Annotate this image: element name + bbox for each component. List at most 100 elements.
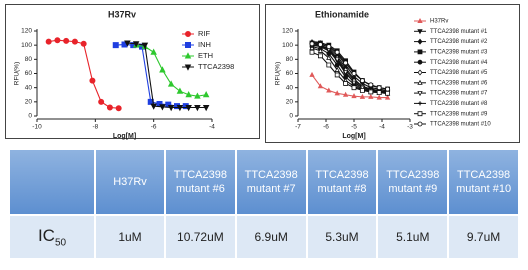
marker <box>334 90 340 96</box>
marker <box>309 71 315 77</box>
marker <box>342 91 349 97</box>
legend-label: TTCA2398 mutant #7 <box>430 91 488 97</box>
marker <box>194 105 201 112</box>
x-tick-label: -5 <box>351 124 357 131</box>
legend-label: RIF <box>198 29 211 38</box>
legend-label: TTCA2398 mutant #3 <box>430 49 488 55</box>
series-line <box>311 43 388 90</box>
series-line <box>311 43 388 93</box>
y-axis-label: RFU(%) <box>14 62 21 85</box>
series-line <box>311 44 388 93</box>
legend-label: TTCA2398 <box>198 62 234 71</box>
marker <box>194 92 201 99</box>
marker <box>334 62 340 68</box>
marker <box>112 42 119 49</box>
marker <box>326 54 332 60</box>
header-cell: TTCA2398 mutant #7 <box>236 150 306 214</box>
legend-marker <box>417 91 423 97</box>
x-tick-label: -4 <box>209 124 215 131</box>
x-tick-label: -4 <box>379 124 385 131</box>
y-tick-label: 60 <box>286 70 294 77</box>
y-tick-label: 20 <box>286 99 294 106</box>
marker <box>150 48 157 55</box>
marker <box>384 94 391 100</box>
value-row: IC50 1uM 10.72uM 6.9uM 5.3uM 5.1uM 9.7uM <box>10 216 518 258</box>
header-cell: TTCA2398 mutant #6 <box>166 150 235 214</box>
marker <box>351 85 357 91</box>
marker <box>342 70 349 76</box>
marker <box>334 66 340 72</box>
marker <box>54 37 61 44</box>
row-label: IC50 <box>10 216 94 258</box>
legend-marker <box>417 29 423 35</box>
legend-label: TTCA2398 mutant #6 <box>430 80 488 86</box>
marker <box>376 90 382 96</box>
x-tick-label: -10 <box>32 124 42 131</box>
legend-marker <box>184 30 191 37</box>
marker <box>317 47 324 53</box>
marker <box>351 93 357 99</box>
value-cell: 1uM <box>96 216 164 258</box>
marker <box>317 42 323 47</box>
marker <box>124 40 131 47</box>
y-tick-label: 0 <box>289 113 293 120</box>
marker <box>159 66 166 73</box>
marker <box>385 86 391 92</box>
marker <box>115 105 122 112</box>
marker <box>159 104 166 111</box>
panel-frame <box>265 4 520 143</box>
value-cell: 6.9uM <box>236 216 306 258</box>
marker <box>106 104 113 111</box>
legend-label: H37Rv <box>430 19 448 25</box>
legend-label: ETH <box>198 51 213 60</box>
marker <box>80 40 87 47</box>
legend-marker <box>417 49 423 55</box>
marker <box>63 37 70 44</box>
legend-marker <box>185 42 191 48</box>
y-tick-label: 40 <box>25 84 33 91</box>
header-row: H37Rv TTCA2398 mutant #6 TTCA2398 mutant #… <box>10 150 518 214</box>
marker <box>150 103 157 110</box>
marker <box>326 44 332 49</box>
marker <box>368 82 374 88</box>
marker <box>326 87 332 93</box>
marker <box>132 41 140 48</box>
marker <box>185 91 192 98</box>
value-cell: 5.1uM <box>378 216 448 258</box>
x-tick-label: -6 <box>151 124 157 131</box>
chart-title: Ethionamide <box>315 9 369 19</box>
marker <box>71 38 78 45</box>
x-axis-label: Log[M] <box>342 133 365 140</box>
legend-label: TTCA2398 mutant #4 <box>430 60 488 66</box>
value-cell: 10.72uM <box>166 216 235 258</box>
marker <box>309 41 315 47</box>
x-tick-label: -6 <box>323 124 329 131</box>
marker <box>359 78 365 83</box>
corner-cell <box>10 150 94 214</box>
legend-label: TTCA2398 mutant #8 <box>430 101 488 107</box>
header-cell: H37Rv <box>96 150 164 214</box>
legend-label: TTCA2398 mutant #9 <box>430 111 488 117</box>
legend-marker <box>418 101 422 106</box>
y-tick-label: 20 <box>25 99 33 106</box>
marker <box>360 88 365 93</box>
marker <box>368 89 374 95</box>
marker <box>167 105 175 112</box>
chart-title: H37Rv <box>108 9 136 19</box>
legend-label: TTCA2398 mutant #1 <box>430 29 488 35</box>
marker <box>334 57 340 63</box>
series-line <box>115 43 186 107</box>
marker <box>98 98 105 105</box>
y-tick-label: 100 <box>21 42 32 49</box>
y-tick-label: 0 <box>28 113 32 120</box>
series-line <box>311 74 388 99</box>
legend-marker <box>417 79 423 85</box>
y-tick-label: 120 <box>21 28 32 35</box>
marker <box>167 80 175 87</box>
y-tick-label: 40 <box>286 84 294 91</box>
marker <box>334 49 340 55</box>
marker <box>89 77 96 84</box>
series-line <box>127 42 207 109</box>
y-axis-label: RFU(%) <box>275 62 282 85</box>
marker <box>202 91 210 98</box>
